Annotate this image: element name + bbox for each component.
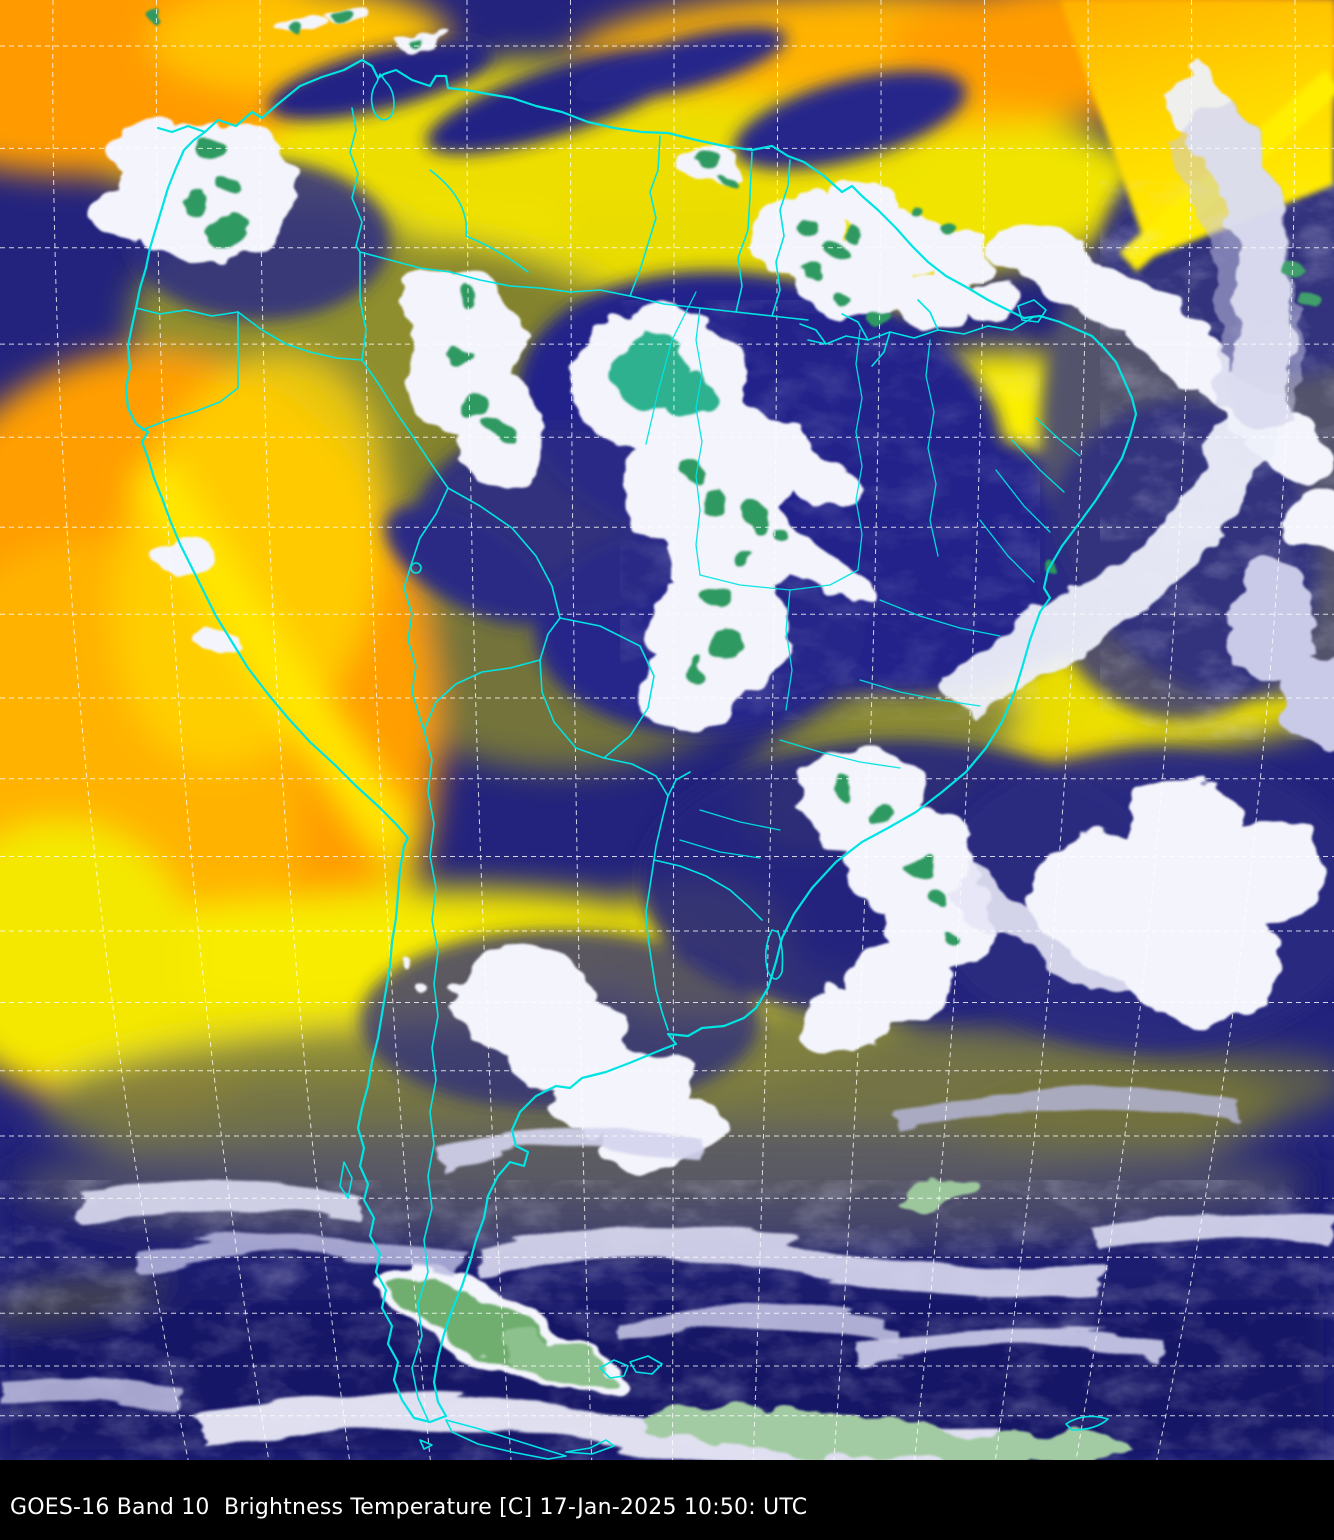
cloud-layer [88,6,1334,1396]
satellite-map-area [0,0,1334,1460]
south-america-coastline [124,58,1138,1424]
lake-maracaibo [370,73,395,121]
lagoa-dos-patos [764,929,784,980]
orinoco-river [429,169,529,273]
tierra-del-fuego [445,1419,567,1460]
andes-border [411,729,439,1421]
uruguay-river [645,859,669,1031]
south-georgia [1065,1415,1109,1431]
chiloe-island [339,1161,353,1199]
country-borders [124,58,1138,1460]
falkland-islands [599,1359,629,1379]
graticule [0,0,1334,1460]
lake-titicaca [410,562,422,574]
caption-bar: GOES-16 Band 10 Brightness Temperature [… [0,1460,1334,1540]
satellite-map [0,0,1334,1460]
amazon-river [807,317,1033,345]
caption-text: GOES-16 Band 10 Brightness Temperature [… [10,1494,808,1520]
